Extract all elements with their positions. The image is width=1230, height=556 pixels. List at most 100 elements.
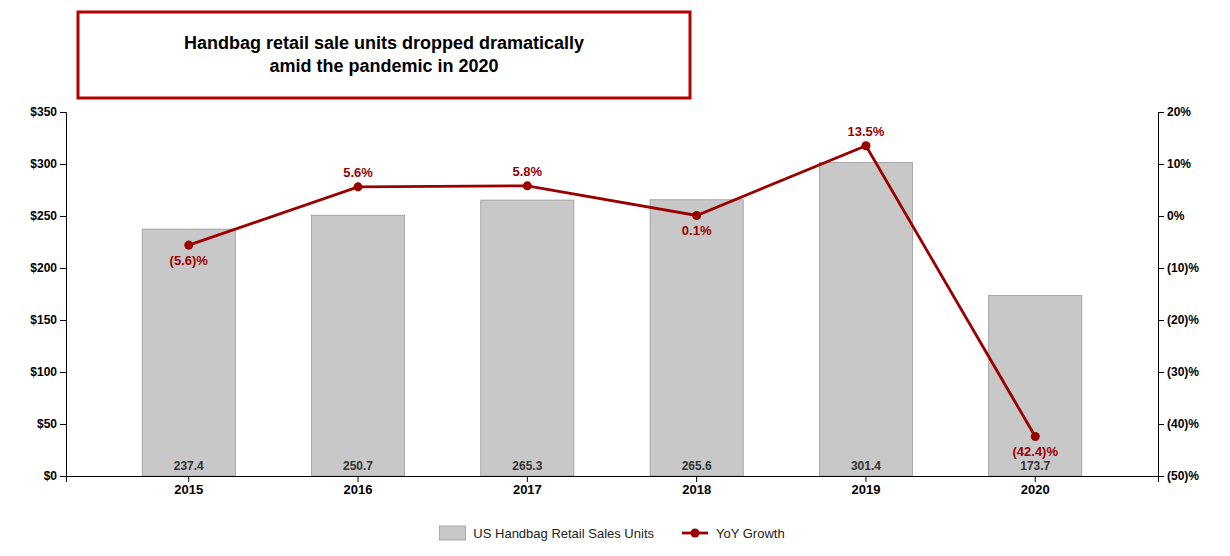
data-label: 250.7 bbox=[343, 459, 373, 473]
tick-mark bbox=[1035, 476, 1036, 482]
chart-svg: $0$50$100$150$200$250$300$350(50)%(40)%(… bbox=[0, 0, 1230, 556]
bar bbox=[481, 200, 574, 476]
legend-label: US Handbag Retail Sales Units bbox=[473, 526, 654, 541]
tick: (40)% bbox=[1158, 417, 1199, 431]
data-label: 265.3 bbox=[512, 459, 542, 473]
bar bbox=[989, 295, 1082, 476]
tick-label: $200 bbox=[30, 261, 57, 275]
data-label: 0.1% bbox=[682, 223, 712, 238]
bar bbox=[650, 200, 743, 476]
legend-item: US Handbag Retail Sales Units bbox=[439, 526, 654, 541]
tick: 2017 bbox=[513, 476, 542, 497]
tick-mark bbox=[1158, 424, 1164, 425]
tick-label: $350 bbox=[30, 105, 57, 119]
tick: $250 bbox=[30, 209, 66, 223]
tick: 2016 bbox=[344, 476, 373, 497]
marker bbox=[861, 141, 870, 150]
tick-label: 20% bbox=[1167, 105, 1191, 119]
data-label: 5.6% bbox=[343, 165, 373, 180]
title-box bbox=[78, 12, 690, 98]
tick-mark bbox=[527, 476, 528, 482]
tick: $200 bbox=[30, 261, 66, 275]
data-label: 13.5% bbox=[848, 124, 885, 139]
axis-line bbox=[1159, 113, 1165, 477]
line-series bbox=[184, 141, 1040, 441]
data-labels: 237.4250.7265.3265.6301.4173.7(5.6)%5.6%… bbox=[170, 124, 1059, 473]
tick-mark bbox=[60, 320, 66, 321]
tick: $350 bbox=[30, 105, 66, 119]
tick: (10)% bbox=[1158, 261, 1199, 275]
tick: (20)% bbox=[1158, 313, 1199, 327]
x-axis: 2015 2016 2017 2018 2019 2020 bbox=[67, 476, 1159, 497]
tick: $300 bbox=[30, 157, 66, 171]
tick-mark bbox=[696, 476, 697, 482]
line bbox=[189, 146, 1036, 437]
legend-label: YoY Growth bbox=[716, 526, 785, 541]
tick-label: 2019 bbox=[851, 482, 880, 497]
tick-label: $50 bbox=[37, 417, 57, 431]
tick-label: $100 bbox=[30, 365, 57, 379]
tick: (30)% bbox=[1158, 365, 1199, 379]
tick-label: 2018 bbox=[682, 482, 711, 497]
legend-marker bbox=[690, 528, 699, 537]
data-label: 173.7 bbox=[1020, 459, 1050, 473]
tick-label: $0 bbox=[44, 469, 58, 483]
tick-label: (40)% bbox=[1167, 417, 1199, 431]
tick: 2015 bbox=[174, 476, 203, 497]
tick-label: 2020 bbox=[1021, 482, 1050, 497]
tick-mark bbox=[1158, 372, 1164, 373]
tick-mark bbox=[60, 216, 66, 217]
data-label: (42.4)% bbox=[1012, 444, 1058, 459]
tick-mark bbox=[1158, 320, 1164, 321]
tick-mark bbox=[1158, 268, 1164, 269]
bar bbox=[142, 229, 235, 476]
y-axis: $0 $50 $100 $150 $200 $250 $300 $350 bbox=[30, 105, 66, 483]
tick-mark bbox=[358, 476, 359, 482]
bar bbox=[311, 215, 404, 476]
y2-axis: (50)% (40)% (30)% (20)% (10)% 0% 10% 20% bbox=[1158, 105, 1199, 483]
tick-label: (10)% bbox=[1167, 261, 1199, 275]
marker bbox=[523, 181, 532, 190]
tick-label: $300 bbox=[30, 157, 57, 171]
tick: 2018 bbox=[682, 476, 711, 497]
axis-line bbox=[60, 113, 67, 477]
tick-mark bbox=[60, 268, 66, 269]
tick-label: 2015 bbox=[174, 482, 203, 497]
tick-label: 2016 bbox=[344, 482, 373, 497]
marker bbox=[692, 211, 701, 220]
legend-item: YoY Growth bbox=[682, 526, 785, 541]
tick-label: (20)% bbox=[1167, 313, 1199, 327]
tick: 2020 bbox=[1021, 476, 1050, 497]
tick-mark bbox=[60, 476, 66, 477]
tick: $100 bbox=[30, 365, 66, 379]
tick-mark bbox=[1158, 164, 1164, 165]
tick-mark bbox=[60, 372, 66, 373]
tick: $150 bbox=[30, 313, 66, 327]
legend-swatch bbox=[439, 526, 465, 540]
marker bbox=[354, 182, 363, 191]
data-label: 265.6 bbox=[682, 459, 712, 473]
axis-line bbox=[67, 477, 1159, 483]
data-label: (5.6)% bbox=[170, 253, 209, 268]
tick: $50 bbox=[37, 417, 66, 431]
tick: 0% bbox=[1158, 209, 1185, 223]
bar bbox=[819, 163, 912, 476]
tick-mark bbox=[1158, 216, 1164, 217]
tick-label: (30)% bbox=[1167, 365, 1199, 379]
data-label: 301.4 bbox=[851, 459, 881, 473]
tick-label: 10% bbox=[1167, 157, 1191, 171]
tick-label: (50)% bbox=[1167, 469, 1199, 483]
bar-series bbox=[142, 163, 1082, 476]
tick: $0 bbox=[44, 469, 66, 483]
tick-mark bbox=[60, 112, 66, 113]
tick: 20% bbox=[1158, 105, 1191, 119]
marks bbox=[142, 141, 1082, 476]
tick-mark bbox=[60, 164, 66, 165]
tick: 10% bbox=[1158, 157, 1191, 171]
title: Handbag retail sale units dropped dramat… bbox=[184, 32, 584, 75]
tick-label: $250 bbox=[30, 209, 57, 223]
tick-label: $150 bbox=[30, 313, 57, 327]
tick-label: 2017 bbox=[513, 482, 542, 497]
tick: 2019 bbox=[851, 476, 880, 497]
tick-mark bbox=[865, 476, 866, 482]
